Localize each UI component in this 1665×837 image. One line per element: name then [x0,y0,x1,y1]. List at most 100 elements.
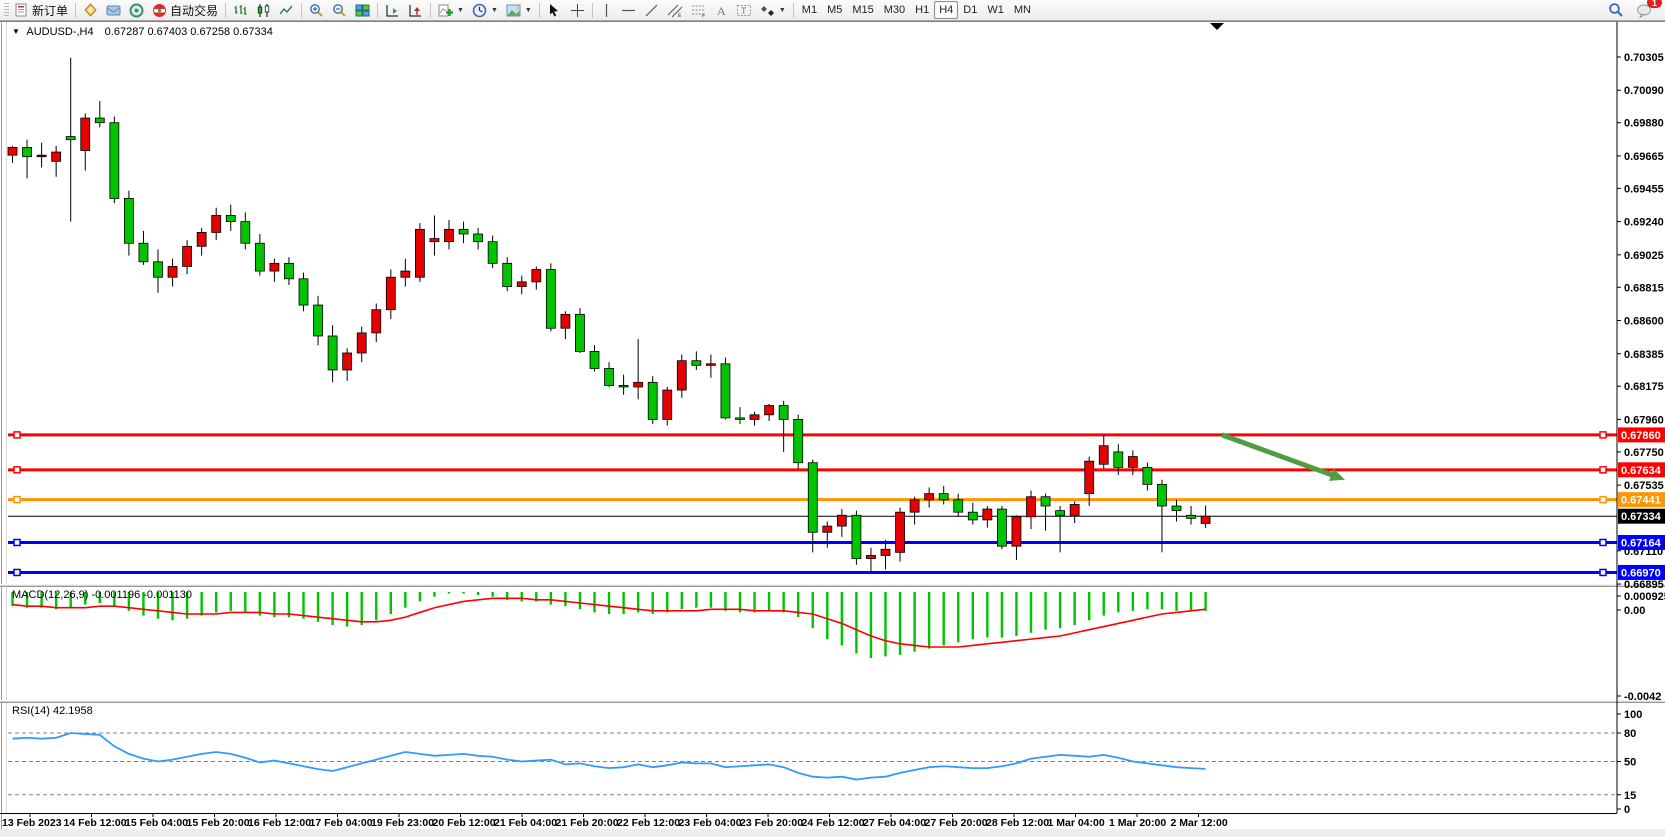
hline-handle[interactable] [1599,538,1607,547]
timeframe-mn-button[interactable]: MN [1013,4,1031,16]
dropdown-caret-icon: ▼ [524,6,532,14]
vertical-line-icon [605,3,607,17]
auto-scroll-icon [386,4,399,16]
hline-price-flag-text: 0.67164 [1621,537,1662,549]
tile-windows-icon [355,4,370,16]
rsi-axis-label: 0 [1624,804,1630,816]
hline-handle[interactable] [13,495,21,504]
price-tick-label: 0.69240 [1624,217,1664,229]
bull-candle [414,228,425,278]
trendline-icon [645,4,658,16]
hline-handle[interactable] [1599,431,1607,439]
time-axis-label: 15 Feb 04:00 [125,817,188,829]
timeframe-d1-button[interactable]: D1 [963,4,978,16]
bull-candle [36,154,47,158]
timeframe-w1-button[interactable]: W1 [987,4,1004,16]
chart-header: ▼ AUDUSD-,H4 0.67287 0.67403 0.67258 0.6… [12,26,273,38]
text-label-tool-button[interactable]: T [732,0,756,20]
notification-badge: 1 [1647,0,1662,8]
bear-candle [109,122,120,199]
autotrading-button[interactable]: 自动交易 [148,0,222,20]
bull-candle [749,414,760,420]
svg-text:A: A [717,4,726,18]
chart-collapse-triangle-icon[interactable]: ▼ [12,27,20,36]
bear-candle [647,381,658,420]
timeframe-m1-button[interactable]: M1 [801,4,818,16]
hline-handle[interactable] [1599,466,1607,474]
bull-candle [1127,456,1138,468]
cursor-tool-button[interactable] [543,0,566,20]
templates-icon [506,4,521,16]
bear-candle [1171,505,1182,512]
vertical-line-tool-button[interactable] [596,0,617,20]
line-chart-button[interactable] [275,0,298,20]
bull-candle [1098,445,1109,465]
hline-handle[interactable] [13,568,21,577]
chart-shift-button[interactable] [404,0,427,20]
hline-handle[interactable] [1599,495,1607,504]
macd-indicator[interactable] [11,592,1207,658]
channel-tool-button[interactable]: E [663,0,687,20]
hline-handle[interactable] [13,538,21,547]
time-axis-label: 1 Mar 20:00 [1109,817,1166,829]
timeframe-m15-button[interactable]: M15 [852,4,874,16]
rsi-axis-label: 15 [1624,790,1636,802]
chart-canvas[interactable]: 0.70305 0.70090 0.69880 0.69665 0.69455 0.692… [0,21,1665,837]
bear-candle [502,262,513,287]
timeframe-h4-button[interactable]: H4 [934,1,959,19]
bear-candle [691,360,702,366]
horizontal-line-tool-button[interactable] [617,0,640,20]
tile-windows-button[interactable] [351,0,374,20]
new-order-button[interactable]: 新订单 [11,0,72,20]
crosshair-icon [570,3,584,17]
bear-candle [487,241,498,264]
bull-candle [662,389,673,420]
crosshair-tool-button[interactable] [566,0,589,20]
bear-candle [94,117,105,124]
bear-candle [807,462,818,533]
auto-scroll-button[interactable] [381,0,404,20]
hline-handle[interactable] [1599,568,1607,577]
chart-corner-marker[interactable] [1210,23,1224,30]
candlestick-chart-button[interactable] [252,0,275,20]
candlestick-series[interactable] [7,57,1211,573]
navigator-button[interactable] [102,0,125,20]
periods-button[interactable]: ▼ [468,0,502,20]
indicators-button[interactable]: ▼ [434,0,468,20]
hline-handle[interactable] [13,431,21,439]
zoom-in-button[interactable] [305,0,328,20]
terminal-button[interactable] [125,0,148,20]
search-button[interactable] [1604,0,1628,20]
fibonacci-tool-button[interactable]: F [687,0,711,20]
trendline-tool-button[interactable] [640,0,663,20]
time-axis-label: 20 Feb 12:00 [433,817,496,829]
trend-arrow[interactable] [1221,432,1345,481]
zoom-out-button[interactable] [328,0,351,20]
price-tick-label: 0.69665 [1624,151,1664,163]
market-watch-button[interactable] [79,0,102,20]
timeframe-h1-button[interactable]: H1 [915,4,930,16]
rsi-indicator[interactable] [8,732,1617,796]
bull-candle [196,232,207,247]
toolbar-grip[interactable] [4,2,9,18]
bull-candle [182,245,193,267]
timeframe-m5-button[interactable]: M5 [827,4,843,16]
timeframe-m30-button[interactable]: M30 [883,4,906,16]
templates-button[interactable]: ▼ [502,0,536,20]
bear-candle [22,147,32,158]
fibonacci-icon: F [691,5,705,18]
time-axis-label: 16 Feb 12:00 [248,817,311,829]
time-axis-label: 1 Mar 04:00 [1048,817,1105,829]
notifications-button[interactable]: 1 [1632,0,1662,20]
hline-price-flag-text: 0.67634 [1621,465,1662,477]
bar-chart-button[interactable] [229,0,252,20]
bear-candle [851,514,862,559]
price-axis[interactable]: 0.70305 0.70090 0.69880 0.69665 0.69455 0.692… [1616,22,1665,816]
text-tool-button[interactable]: A [711,0,732,20]
hline-handle[interactable] [13,466,21,474]
arrows-tool-button[interactable]: ▼ [756,0,790,20]
panel-separators[interactable] [0,584,1665,703]
bear-candle [65,136,76,141]
rsi-axis-label: 100 [1624,709,1642,721]
